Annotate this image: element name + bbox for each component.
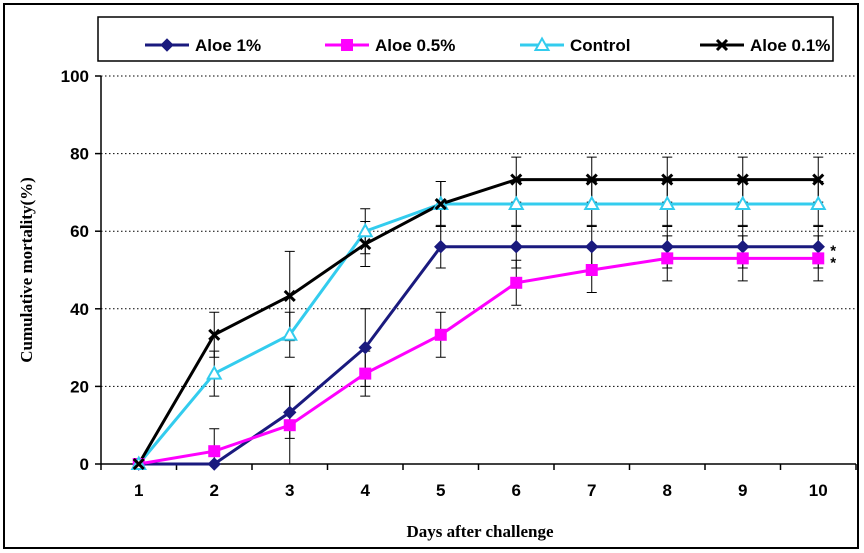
y-axis-title: Cumulative mortality(%) [17,177,36,363]
x-axis-title: Days after challenge [407,522,554,541]
point-aloe-0-1-1 [132,457,145,471]
series-markers [130,173,827,471]
point-aloe-0-5-7 [585,264,598,276]
point-aloe-0-1-8 [661,173,674,186]
point-aloe-0-1-10 [812,173,825,186]
point-aloe-1-6 [509,240,523,254]
point-aloe-0-5-4 [359,367,372,380]
point-control-9 [734,195,751,211]
point-aloe-0-1-7 [585,173,598,186]
point-aloe-1-7 [585,240,599,254]
point-aloe-0-1-4 [359,237,372,251]
y-tick-label-80: 80 [70,145,89,164]
point-control-4 [357,222,374,238]
point-aloe-1-8 [660,240,674,254]
series-line-aloe-1 [138,245,819,466]
point-control-6 [508,195,525,211]
point-control-10 [810,195,827,211]
x-tick-label-1: 1 [134,481,143,500]
point-aloe-0-5-5 [434,328,447,341]
series-line-aloe-0-1 [137,178,819,465]
point-aloe-0-5-10 [812,252,825,265]
point-aloe-0-5-9 [736,252,749,265]
annotations: ** [830,243,836,272]
point-aloe-0-5-3 [283,419,296,432]
point-aloe-0-5-8 [661,252,674,265]
legend: Aloe 1% Aloe 0.5% Control Aloe 0.1% [97,16,834,62]
point-control-8 [659,195,676,211]
point-aloe-1-2 [207,457,221,471]
legend-marker-control [533,36,551,51]
legend-label-aloe-0-5: Aloe 0.5% [375,36,455,55]
y-tick-label-20: 20 [70,377,89,396]
legend-marker-aloe-0-1 [715,38,729,52]
point-aloe-0-1-3 [283,289,296,303]
series-line-aloe-0-5 [138,256,819,466]
point-aloe-1-9 [736,240,750,254]
point-aloe-0-1-9 [736,173,749,186]
point-aloe-1-4 [358,340,372,355]
x-tick-label-7: 7 [587,481,596,500]
x-ticks: 1 2 3 4 5 6 7 8 9 10 [100,464,857,500]
y-tick-label-40: 40 [70,300,89,319]
point-control-3 [281,326,298,341]
point-aloe-0-1-6 [510,173,523,186]
annotation-asterisk-aloe-1: * [830,243,836,260]
legend-label-aloe-0-1: Aloe 0.1% [750,36,830,55]
point-aloe-0-5-2 [208,445,221,458]
legend-marker-aloe-1 [160,38,174,52]
y-tick-label-100: 100 [61,67,89,86]
x-tick-label-9: 9 [738,481,747,500]
x-tick-label-2: 2 [210,481,219,500]
y-tick-label-60: 60 [70,222,89,241]
y-ticks: 0 20 40 60 80 100 [61,67,101,474]
x-tick-label-3: 3 [285,481,294,500]
point-control-2 [206,365,223,380]
point-control-7 [583,195,600,211]
x-tick-label-4: 4 [361,481,371,500]
point-aloe-0-5-6 [510,276,523,289]
point-aloe-0-1-5 [434,197,447,211]
point-aloe-1-5 [434,240,448,254]
point-aloe-0-1-2 [208,328,221,341]
point-aloe-1-10 [811,240,825,254]
legend-label-control: Control [570,36,630,55]
x-tick-label-10: 10 [809,481,828,500]
x-tick-label-8: 8 [663,481,672,500]
legend-label-aloe-1: Aloe 1% [195,36,261,55]
point-aloe-1-3 [283,405,297,420]
annotation-asterisk-aloe-0-5: * [830,254,836,271]
x-tick-label-5: 5 [436,481,445,500]
y-tick-label-0: 0 [80,455,89,474]
x-tick-label-6: 6 [512,481,521,500]
series-lines [137,178,819,466]
series-line-control [137,202,819,465]
legend-marker-aloe-0-5 [341,39,353,51]
legend-box [97,16,834,62]
